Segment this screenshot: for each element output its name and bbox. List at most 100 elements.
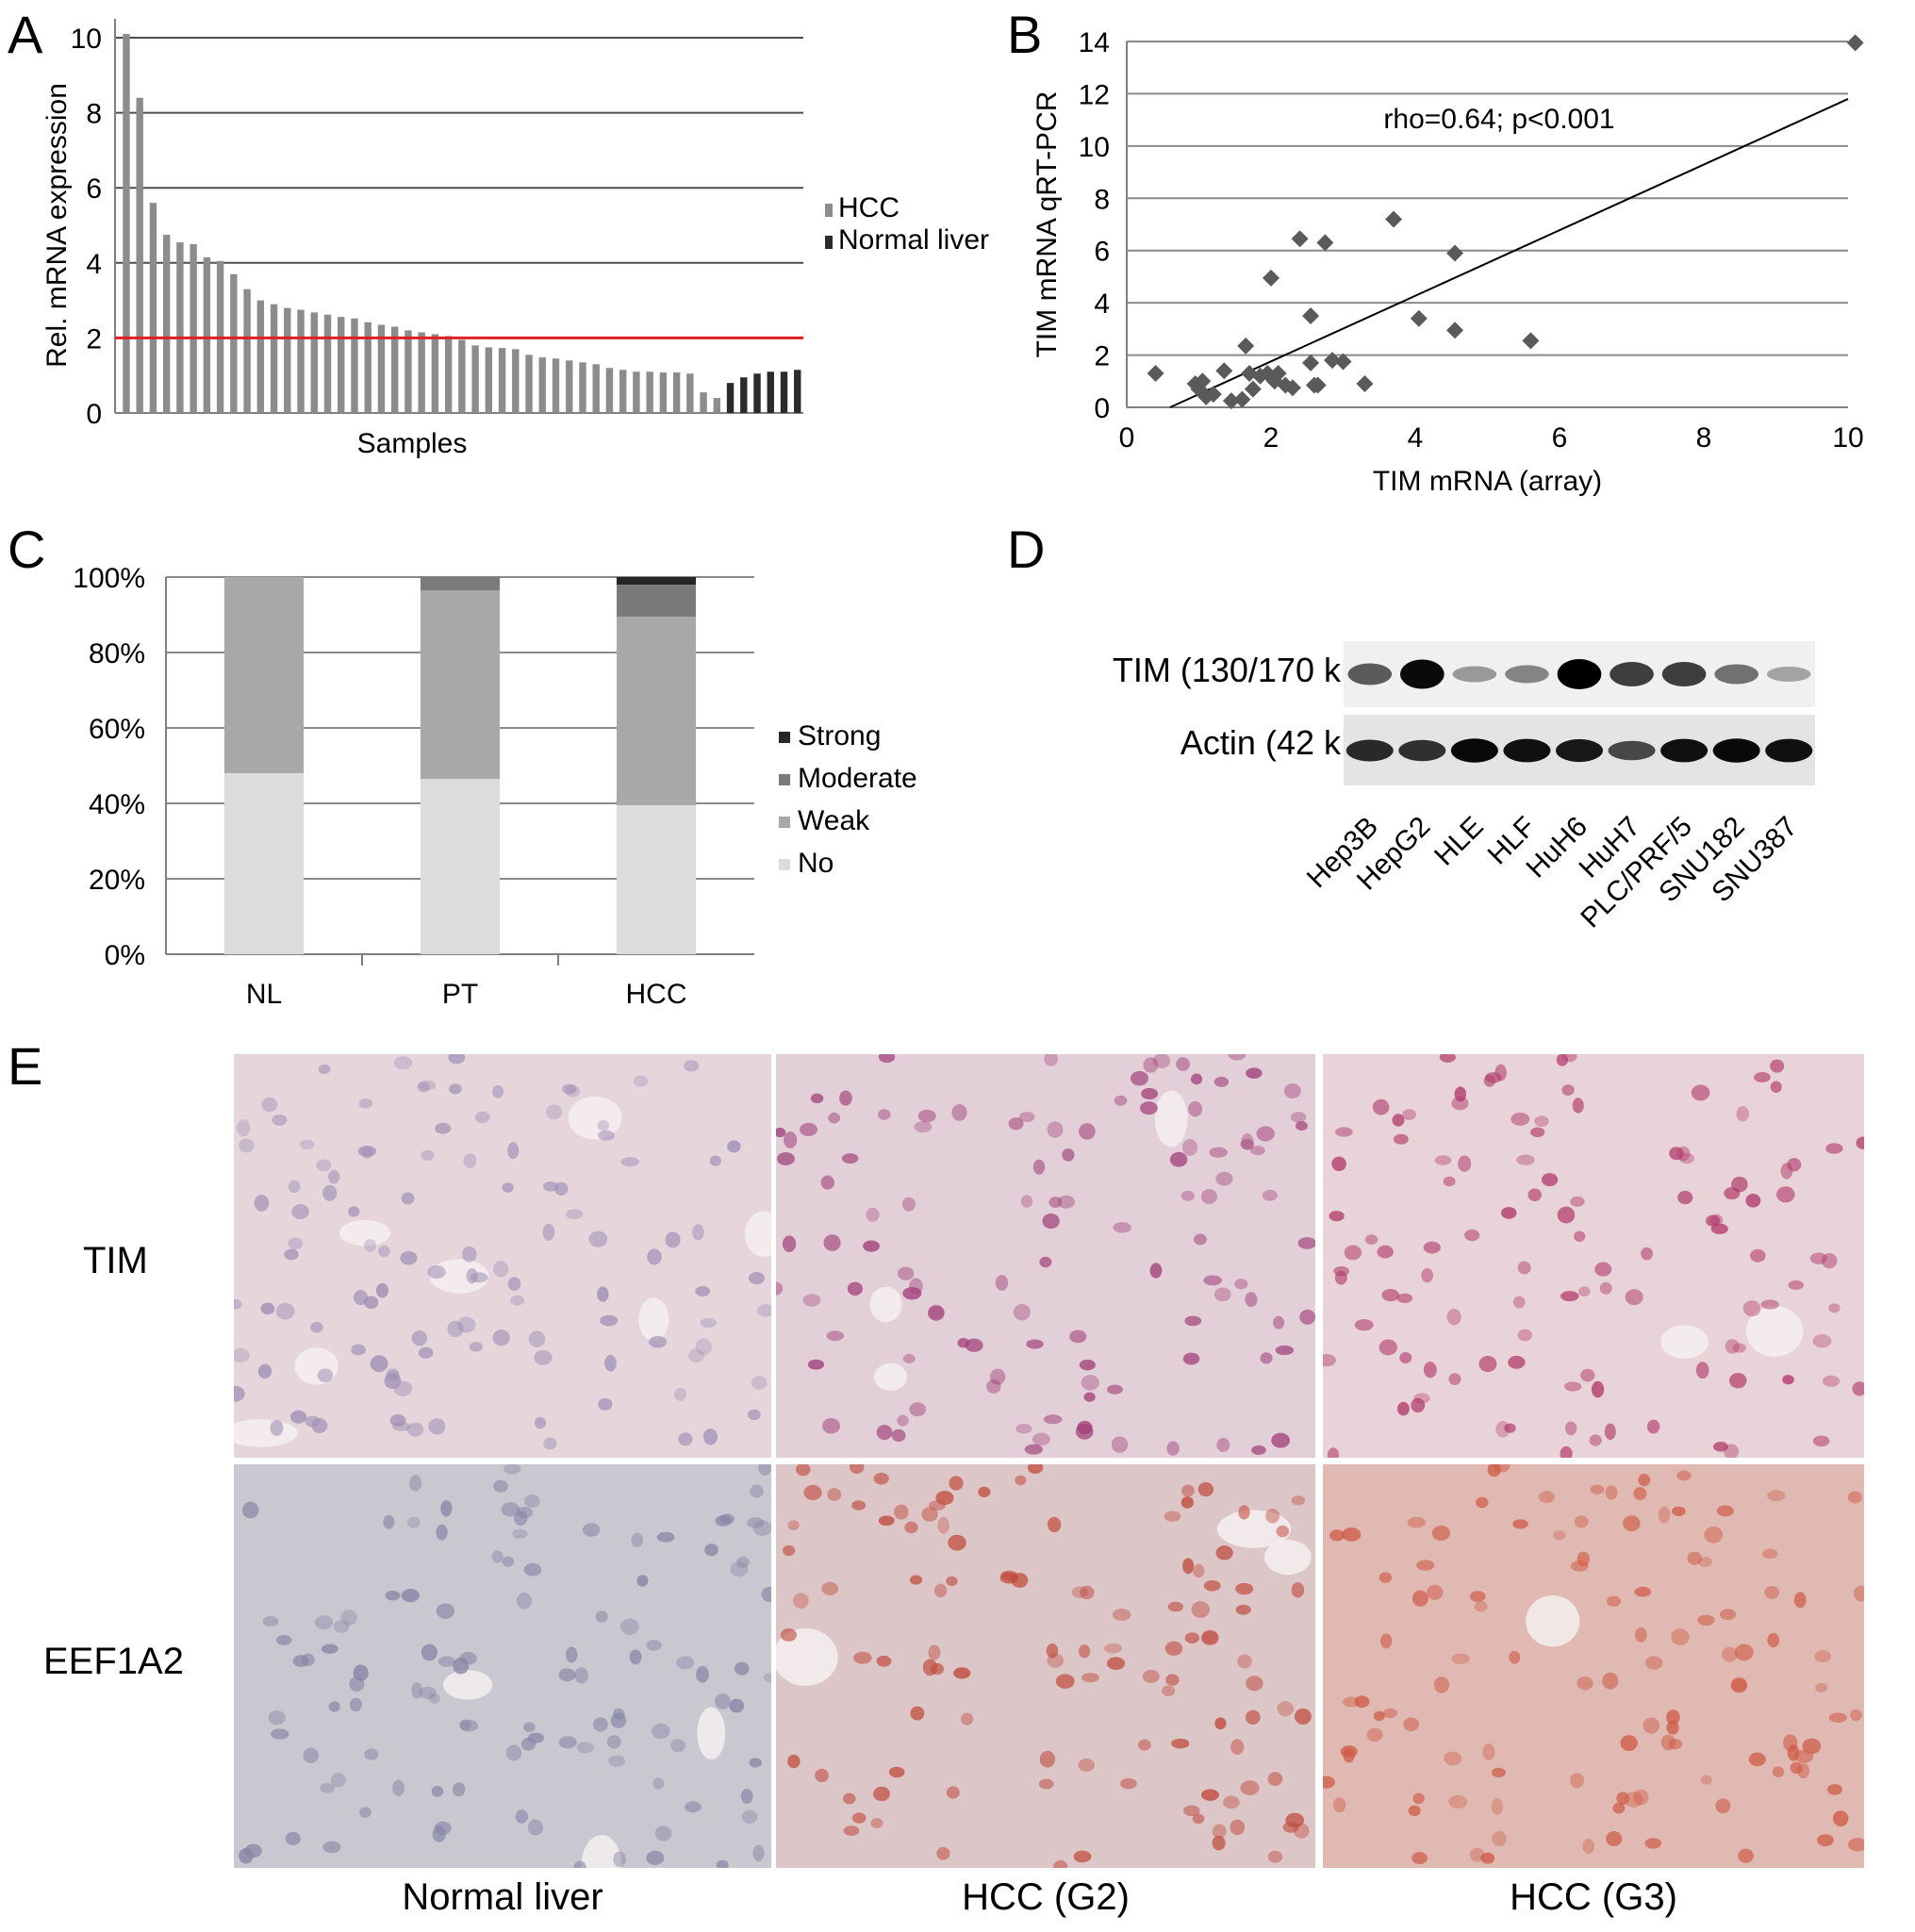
cell-nucleus bbox=[261, 1097, 278, 1113]
cell-nucleus bbox=[1814, 1650, 1831, 1662]
cell-nucleus bbox=[633, 1075, 649, 1087]
cell-nucleus bbox=[951, 1104, 967, 1121]
cell-nucleus bbox=[1275, 1345, 1295, 1356]
cell-nucleus bbox=[796, 1464, 811, 1477]
cell-nucleus bbox=[401, 1588, 421, 1603]
cell-nucleus bbox=[1612, 1802, 1626, 1814]
cell-nucleus bbox=[695, 1338, 713, 1356]
cell-nucleus bbox=[502, 1556, 515, 1567]
cell-nucleus bbox=[1162, 1685, 1176, 1696]
cell-nucleus bbox=[1215, 1545, 1233, 1560]
scatter-point bbox=[1410, 309, 1428, 327]
cell-nucleus bbox=[1764, 1585, 1780, 1599]
x-tick-label-b: 2 bbox=[1263, 422, 1279, 454]
cell-nucleus bbox=[1572, 1098, 1584, 1114]
bar-hcc bbox=[230, 273, 238, 413]
cell-nucleus bbox=[543, 1437, 557, 1450]
cell-nucleus bbox=[676, 1656, 695, 1670]
category-label-c: NL bbox=[246, 979, 282, 1010]
cell-nucleus bbox=[1623, 1515, 1641, 1532]
cell-nucleus bbox=[1246, 1676, 1263, 1692]
cell-nucleus bbox=[1167, 1601, 1184, 1612]
y-tick-label-b: 0 bbox=[1094, 393, 1110, 424]
chart-c-stacked-bars: 0% 20% 40% 60% 80% 100% NL PT HCC Strong Moderate W… bbox=[73, 563, 916, 1010]
cell-nucleus bbox=[1557, 1206, 1576, 1224]
cell-nucleus bbox=[1203, 1275, 1222, 1286]
histology-image-r1-c1 bbox=[234, 1054, 771, 1458]
bar-hcc bbox=[377, 324, 386, 413]
cell-nucleus bbox=[1215, 1171, 1233, 1186]
cell-nucleus bbox=[1738, 1848, 1754, 1863]
cell-nucleus bbox=[750, 1484, 764, 1498]
cell-nucleus bbox=[1492, 1830, 1507, 1847]
cell-nucleus bbox=[1039, 1750, 1056, 1768]
cell-nucleus bbox=[1378, 1572, 1393, 1583]
cell-nucleus bbox=[1323, 1775, 1335, 1789]
band-actin bbox=[1503, 738, 1551, 763]
bar-hcc bbox=[485, 347, 493, 413]
cell-nucleus bbox=[1658, 1506, 1671, 1524]
cell-nucleus bbox=[419, 1686, 437, 1700]
cell-nucleus bbox=[1478, 1356, 1497, 1373]
cell-nucleus bbox=[1856, 1136, 1864, 1149]
cell-nucleus bbox=[1577, 1286, 1591, 1297]
cell-nucleus bbox=[1580, 1368, 1595, 1382]
cell-nucleus bbox=[1728, 1372, 1747, 1389]
cell-nucleus bbox=[999, 1572, 1018, 1584]
cell-nucleus bbox=[1802, 1738, 1822, 1755]
cell-nucleus bbox=[1582, 1839, 1595, 1855]
bar-hcc bbox=[672, 372, 681, 413]
y-tick-label-a: 6 bbox=[86, 173, 102, 205]
cell-nucleus bbox=[576, 1742, 594, 1754]
cell-nucleus bbox=[1666, 1709, 1680, 1726]
cell-nucleus bbox=[933, 1583, 948, 1598]
fat-vacuole bbox=[744, 1211, 771, 1257]
cell-nucleus bbox=[1706, 1214, 1721, 1227]
cell-nucleus bbox=[384, 1373, 402, 1390]
cell-nucleus bbox=[873, 1472, 889, 1485]
cell-nucleus bbox=[909, 1575, 923, 1585]
cell-nucleus bbox=[493, 1479, 509, 1493]
stacked-segment-strong bbox=[617, 577, 696, 585]
scatter-point bbox=[1334, 353, 1352, 371]
band-actin bbox=[1660, 738, 1709, 763]
fat-vacuole bbox=[568, 1096, 622, 1140]
cell-nucleus bbox=[320, 1783, 336, 1793]
cell-nucleus bbox=[1504, 1423, 1516, 1433]
y-tick-label-c: 20% bbox=[89, 865, 145, 896]
cell-nucleus bbox=[935, 1491, 954, 1506]
cell-nucleus bbox=[1222, 1795, 1240, 1809]
y-tick-label-c: 100% bbox=[73, 563, 145, 594]
cell-nucleus bbox=[1750, 1248, 1766, 1263]
cell-nucleus bbox=[1754, 1072, 1771, 1082]
cell-nucleus bbox=[1516, 1154, 1535, 1165]
cell-nucleus bbox=[1742, 1300, 1761, 1317]
cell-nucleus bbox=[922, 1659, 938, 1676]
cell-nucleus bbox=[1434, 1155, 1452, 1165]
cell-nucleus bbox=[1373, 1710, 1385, 1722]
cell-nucleus bbox=[1512, 1519, 1528, 1529]
cell-nucleus bbox=[665, 1231, 681, 1248]
scatter-point bbox=[1194, 372, 1212, 390]
cell-nucleus bbox=[400, 1250, 418, 1265]
stacked-segment-weak bbox=[617, 617, 696, 805]
cell-nucleus bbox=[1604, 1423, 1616, 1441]
cell-nucleus bbox=[1512, 1296, 1526, 1309]
cell-nucleus bbox=[1748, 1752, 1766, 1767]
cell-nucleus bbox=[866, 1207, 880, 1222]
cell-nucleus bbox=[558, 1668, 576, 1682]
cell-nucleus bbox=[1645, 1656, 1663, 1670]
cell-nucleus bbox=[1079, 1123, 1096, 1140]
cell-nucleus bbox=[1767, 1632, 1780, 1648]
scatter-point bbox=[1186, 375, 1204, 393]
cell-nucleus bbox=[435, 1122, 452, 1134]
cell-nucleus bbox=[1176, 1057, 1190, 1071]
cell-nucleus bbox=[285, 1831, 301, 1846]
cell-nucleus bbox=[1182, 1138, 1198, 1156]
cell-nucleus bbox=[843, 1825, 860, 1836]
cell-nucleus bbox=[453, 1658, 470, 1675]
bar-hcc bbox=[471, 345, 479, 413]
bar-hcc bbox=[323, 314, 332, 413]
cell-nucleus bbox=[629, 1649, 642, 1665]
cell-nucleus bbox=[1015, 1423, 1032, 1434]
